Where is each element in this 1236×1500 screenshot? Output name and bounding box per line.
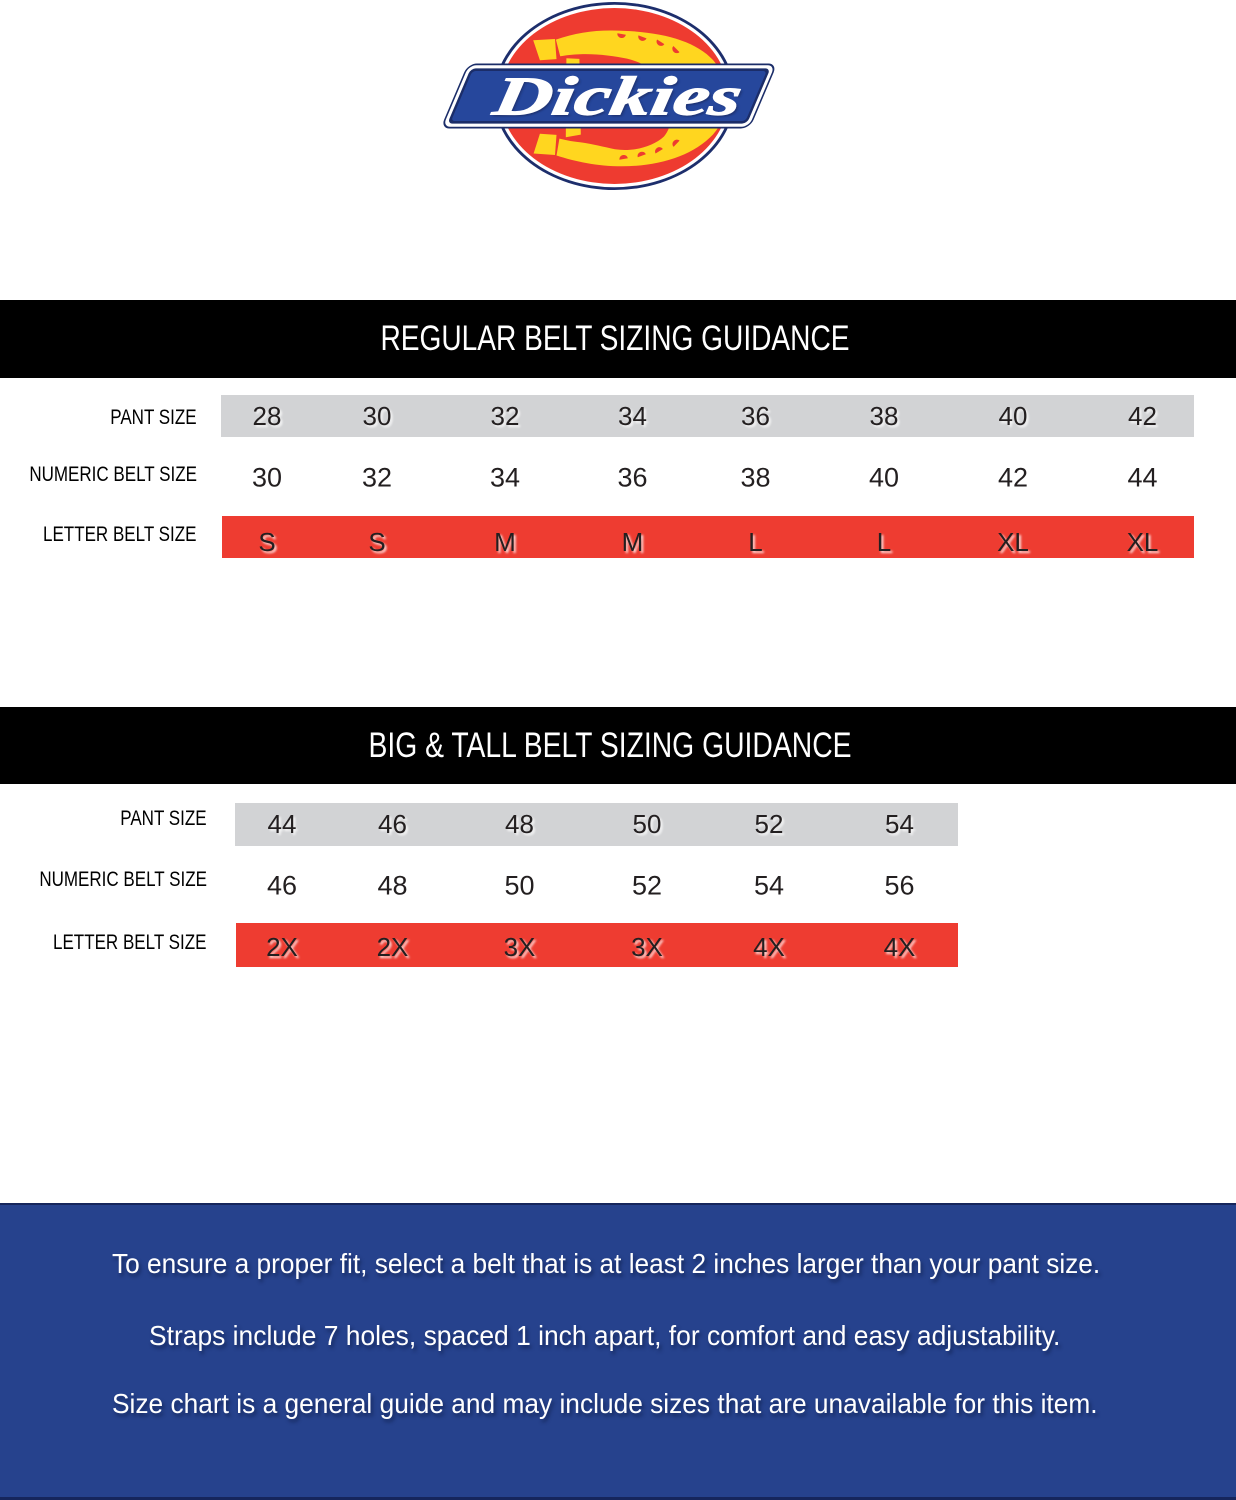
svg-text:Dickies: Dickies xyxy=(488,66,747,127)
svg-text:Dickies: Dickies xyxy=(490,68,749,129)
